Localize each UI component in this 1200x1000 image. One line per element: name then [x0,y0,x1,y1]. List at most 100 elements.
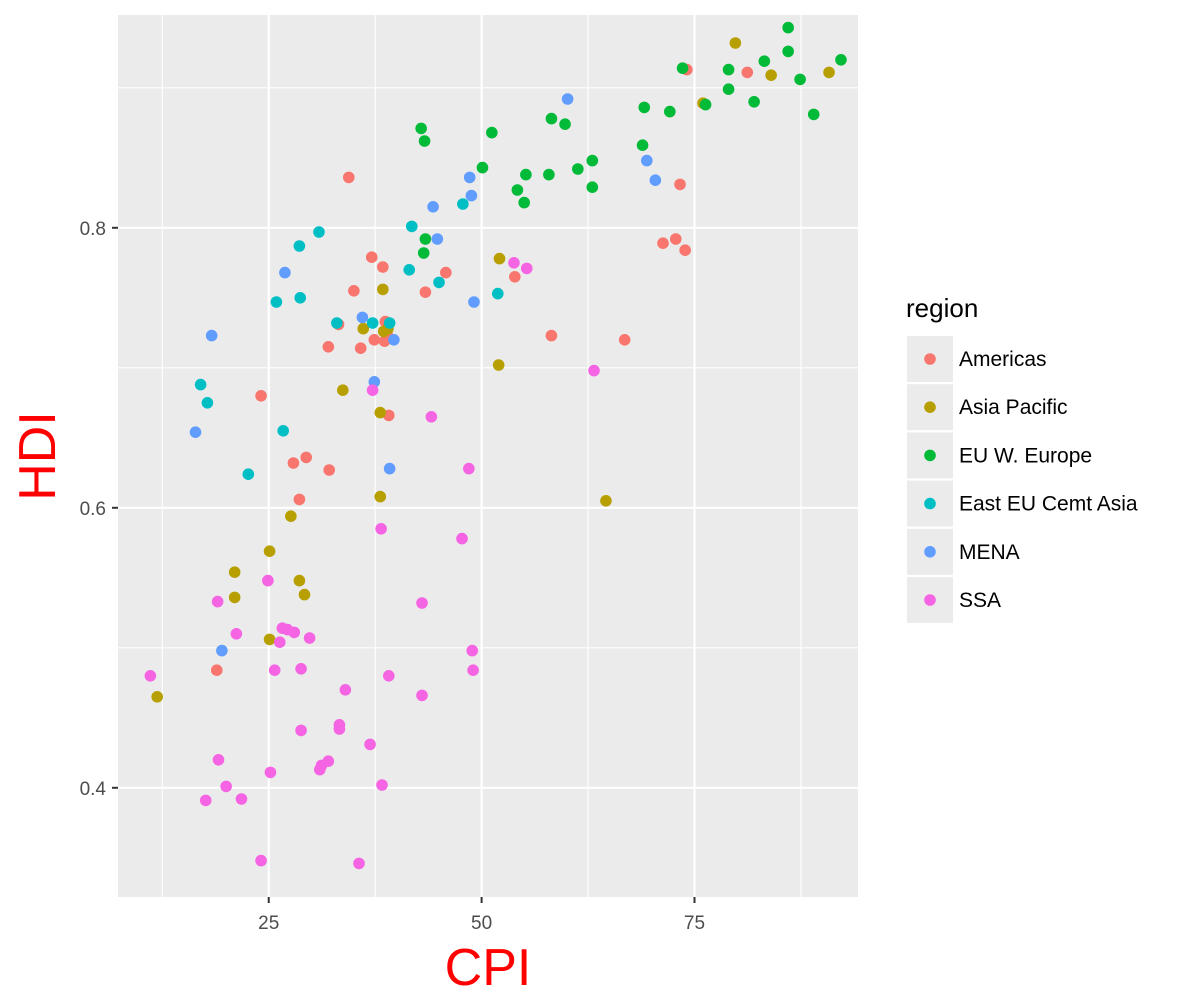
legend-label: Americas [959,348,1047,371]
data-point [466,644,479,657]
data-point [293,574,306,587]
data-point [255,390,267,402]
data-point [748,96,760,108]
data-point [255,854,267,867]
data-point [199,794,212,807]
data-point [277,425,290,437]
data-point [520,168,532,181]
data-point [403,264,416,276]
data-point [493,252,506,265]
data-point [303,632,316,644]
data-point [364,738,376,751]
data-point [212,754,225,766]
data-point [545,112,558,125]
x-tick-label: 75 [684,913,705,934]
data-point [294,292,307,304]
data-point [279,266,291,279]
data-point [588,364,600,377]
data-point [262,574,274,587]
data-point [741,66,754,79]
data-point [228,566,241,578]
data-point [782,21,794,34]
data-point [273,636,286,648]
data-point [699,98,712,111]
data-point [669,233,682,245]
data-point [794,73,806,86]
data-point [377,283,389,296]
data-point [415,122,427,135]
data-point [468,296,480,308]
y-tick-label: 0.6 [80,499,106,520]
data-point [486,126,498,139]
data-point [151,691,163,703]
data-point [440,266,452,279]
data-point [427,201,439,213]
data-point [492,359,505,371]
data-point [388,334,400,346]
data-point [636,139,649,151]
data-point [322,341,335,353]
data-point [377,261,389,273]
legend: region Americas Asia Pacific EU W. Europe E… [906,293,1138,623]
data-point [418,135,431,147]
data-point [729,37,742,49]
data-point [520,262,533,275]
data-point [676,62,689,74]
data-point [572,163,584,175]
data-point [433,276,445,289]
data-point [368,334,381,346]
legend-label: Asia Pacific [959,396,1068,419]
legend-key-dot [924,546,936,558]
x-tick-label: 50 [471,913,492,934]
data-point [337,384,349,397]
data-point [348,285,360,297]
data-point [807,108,820,121]
data-point [242,468,255,481]
data-point [300,451,312,464]
data-point [476,161,489,174]
data-point [210,664,223,676]
data-point [313,226,325,238]
legend-label: MENA [959,541,1020,564]
data-point [600,495,612,507]
data-point [417,247,430,259]
data-point [331,317,343,329]
data-point [463,462,475,475]
legend-label: EU W. Europe [959,444,1092,467]
data-point [356,311,369,324]
y-tick-label: 0.8 [80,219,106,240]
data-point [382,670,395,682]
legend-title: region [906,293,978,323]
data-point [270,296,283,308]
data-point [431,233,444,245]
legend-key-dot [924,449,936,462]
data-point [228,591,241,604]
data-point [268,664,281,676]
data-point [263,633,276,646]
legend-key-dot [924,401,936,414]
data-point [342,171,355,184]
data-point [365,251,378,263]
data-point [758,55,771,67]
legend-key-dot [924,353,936,365]
data-point [457,198,469,210]
data-point [835,54,847,66]
legend-key-dot [924,594,936,606]
data-point [722,83,735,95]
data-point [508,257,520,269]
data-point [263,545,276,557]
data-point [285,510,297,522]
data-point [559,118,571,130]
data-point [287,457,300,469]
data-point [189,426,202,439]
data-point [722,63,735,76]
x-axis-title: CPI [445,939,532,997]
data-point [649,174,662,186]
data-points [144,21,847,870]
data-point [586,181,599,193]
data-point [339,684,352,696]
data-point [194,378,207,391]
data-point [353,857,365,870]
data-point [765,69,777,81]
